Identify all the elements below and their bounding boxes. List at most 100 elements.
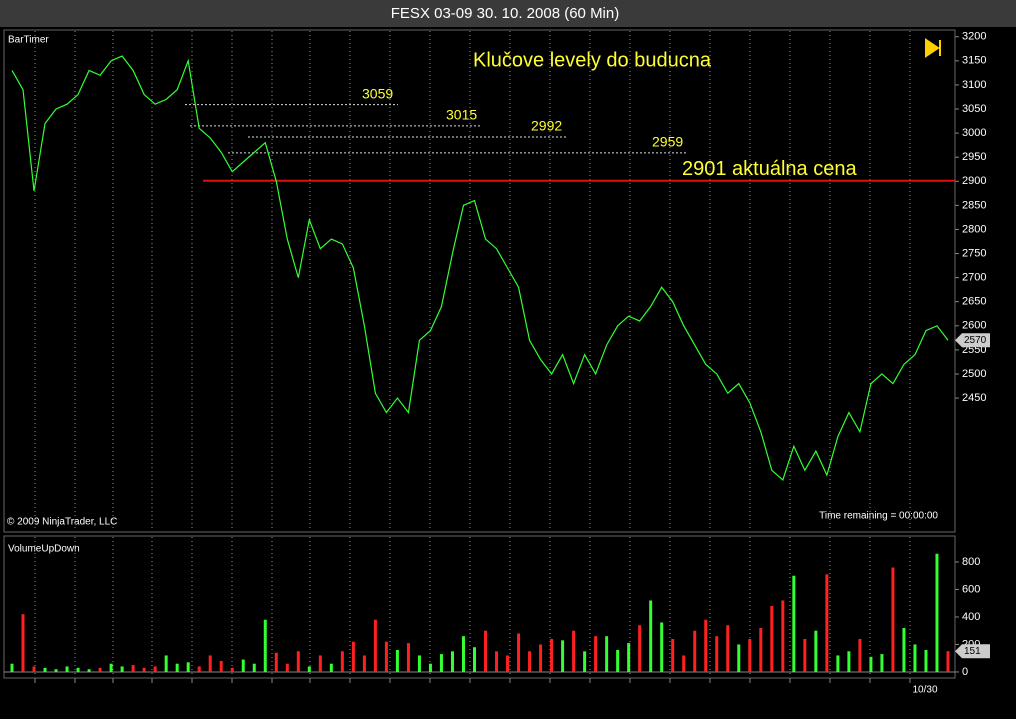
volume-bar — [428, 663, 432, 672]
volume-bar — [902, 627, 906, 672]
y-tick-label: 800 — [962, 556, 980, 568]
y-tick-label: 3200 — [962, 31, 986, 43]
volume-bar — [638, 625, 642, 672]
volume-bar — [704, 619, 708, 672]
last-value-label: 151 — [964, 646, 981, 657]
volume-bar — [164, 655, 168, 672]
volume-bar — [616, 649, 620, 672]
volume-bar — [285, 663, 289, 672]
y-tick-label: 2500 — [962, 368, 986, 380]
x-tick-label: 10/30 — [912, 685, 937, 696]
y-tick-label: 2750 — [962, 247, 986, 259]
volume-bar — [263, 619, 267, 672]
volume-bar — [76, 667, 80, 672]
volume-bar — [395, 649, 399, 672]
scroll-end-button[interactable] — [925, 38, 941, 58]
volume-bar — [362, 655, 366, 672]
volume-bar — [142, 667, 146, 672]
volume-bar — [891, 567, 895, 672]
volume-bar — [825, 574, 829, 672]
volume-bar — [517, 633, 521, 672]
volume-bar — [120, 666, 124, 672]
volume-bar — [572, 630, 576, 672]
volume-bar — [528, 651, 532, 672]
volume-bar — [671, 638, 675, 672]
volume-bar — [197, 666, 201, 672]
volume-bar — [351, 641, 355, 672]
volume-bar — [208, 655, 212, 672]
volume-bar — [847, 651, 851, 672]
volume-bar — [230, 667, 234, 672]
volume-bar — [153, 666, 157, 672]
y-tick-label: 400 — [962, 611, 980, 623]
volume-bar — [54, 669, 58, 672]
volume-bar — [506, 655, 510, 672]
volume-bar — [814, 630, 818, 672]
volume-bar — [550, 638, 554, 672]
volume-bar — [461, 636, 465, 672]
level-label: 3015 — [446, 107, 477, 123]
status: Time remaining = 00:00:00 — [819, 511, 938, 522]
y-tick-label: 2900 — [962, 175, 986, 187]
price-line — [11, 55, 949, 482]
indicator-label: BarTimer — [8, 35, 49, 46]
volume-bar — [384, 641, 388, 672]
volume-bar — [307, 666, 311, 672]
volume-bar — [869, 656, 873, 672]
indicator-label: VolumeUpDown — [8, 544, 80, 555]
volume-bar — [417, 655, 421, 672]
volume-bar — [439, 654, 443, 672]
last-value-label: 2570 — [964, 335, 987, 346]
last-value-box — [955, 333, 990, 348]
volume-bar — [450, 651, 454, 672]
y-tick-label: 2800 — [962, 223, 986, 235]
volume-bar — [583, 651, 587, 672]
volume-bar — [781, 600, 785, 672]
y-tick-label: 3150 — [962, 55, 986, 67]
volume-bar — [693, 630, 697, 672]
volume-bar — [935, 553, 939, 672]
volume-bar — [682, 655, 686, 672]
volume-bar — [241, 659, 245, 672]
y-tick-label: 2950 — [962, 151, 986, 163]
volume-bar — [318, 655, 322, 672]
price-panel — [3, 29, 956, 533]
volume-bar — [737, 644, 741, 672]
y-tick-label: 2850 — [962, 199, 986, 211]
y-tick-label: 2450 — [962, 392, 986, 404]
level-label: 2901 aktuálna cena — [682, 158, 857, 180]
volume-bar — [43, 667, 47, 672]
volume-bar — [10, 663, 14, 672]
annotation: Klučove levely do buducna — [473, 49, 712, 71]
volume-bar — [726, 625, 730, 672]
volume-bar — [98, 667, 102, 672]
volume-bar — [561, 640, 565, 672]
volume-bar — [880, 654, 884, 672]
volume-bar — [65, 666, 69, 672]
volume-bar — [715, 636, 719, 672]
volume-panel — [3, 535, 956, 679]
volume-bar — [406, 643, 410, 672]
volume-bar — [296, 651, 300, 672]
y-tick-label: 600 — [962, 583, 980, 595]
y-tick-label: 2600 — [962, 320, 986, 332]
level-label: 3059 — [362, 85, 393, 101]
y-tick-label: 2650 — [962, 296, 986, 308]
y-tick-label: 0 — [962, 666, 968, 678]
volume-bar — [373, 619, 377, 672]
volume-bar — [32, 666, 36, 672]
volume-bar — [472, 647, 476, 672]
volume-bar — [539, 644, 543, 672]
volume-bar — [748, 638, 752, 672]
volume-bar — [340, 651, 344, 672]
volume-bar — [792, 575, 796, 672]
chart-title: FESX 03-09 30. 10. 2008 (60 Min) — [391, 5, 619, 22]
y-tick-label: 3000 — [962, 127, 986, 139]
volume-bar — [274, 652, 278, 672]
volume-bar — [946, 651, 950, 672]
volume-bar — [627, 643, 631, 672]
level-label: 2992 — [531, 118, 562, 134]
